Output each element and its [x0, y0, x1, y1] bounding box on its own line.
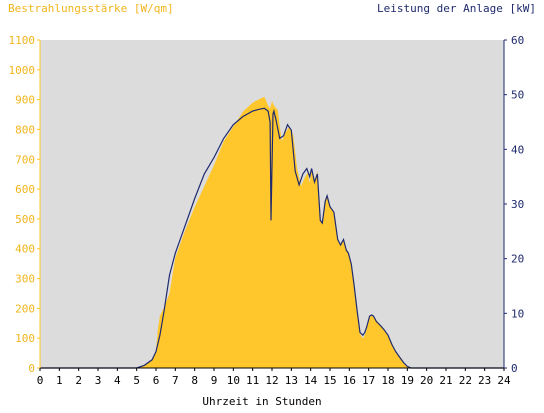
- left-axis-title: Bestrahlungsstärke [W/qm]: [8, 2, 174, 15]
- x-tick-label: 8: [191, 374, 198, 387]
- x-tick-label: 16: [343, 374, 356, 387]
- x-tick-label: 20: [420, 374, 433, 387]
- x-tick-label: 18: [381, 374, 394, 387]
- right-axis-title: Leistung der Anlage [kW]: [377, 2, 536, 15]
- irradiance-area-series: [40, 96, 504, 368]
- left-tick-label: 900: [15, 94, 35, 107]
- right-tick-label: 50: [511, 89, 524, 102]
- right-tick-label: 60: [511, 34, 524, 47]
- x-tick-label: 22: [459, 374, 472, 387]
- series-layer: [40, 96, 504, 369]
- x-tick-label: 9: [211, 374, 218, 387]
- x-tick-label: 10: [227, 374, 240, 387]
- left-tick-label: 300: [15, 273, 35, 286]
- x-tick-label: 3: [95, 374, 102, 387]
- x-tick-label: 14: [304, 374, 318, 387]
- x-tick-label: 13: [285, 374, 298, 387]
- right-tick-label: 40: [511, 143, 524, 156]
- x-tick-label: 4: [114, 374, 121, 387]
- x-tick-label: 24: [497, 374, 511, 387]
- x-tick-label: 6: [153, 374, 160, 387]
- left-tick-label: 100: [15, 332, 35, 345]
- right-tick-label: 30: [511, 198, 524, 211]
- left-tick-label: 800: [15, 123, 35, 136]
- power-line-series: [40, 107, 504, 369]
- x-tick-label: 11: [246, 374, 259, 387]
- left-tick-label: 600: [15, 183, 35, 196]
- x-tick-label: 15: [323, 374, 336, 387]
- x-tick-label: 2: [75, 374, 82, 387]
- x-axis-title: Uhrzeit in Stunden: [202, 395, 321, 408]
- x-tick-label: 17: [362, 374, 375, 387]
- x-tick-label: 19: [401, 374, 414, 387]
- x-tick-label: 12: [265, 374, 278, 387]
- right-tick-label: 0: [511, 362, 518, 375]
- left-tick-label: 400: [15, 243, 35, 256]
- x-tick-label: 5: [133, 374, 140, 387]
- x-tick-label: 1: [56, 374, 63, 387]
- left-tick-label: 500: [15, 213, 35, 226]
- x-tick-label: 0: [37, 374, 44, 387]
- axes-layer: 0100200300400500600700800900100011000102…: [9, 34, 525, 387]
- x-tick-label: 7: [172, 374, 179, 387]
- x-tick-label: 23: [478, 374, 491, 387]
- left-tick-label: 200: [15, 302, 35, 315]
- x-tick-label: 21: [439, 374, 452, 387]
- left-tick-label: 0: [28, 362, 35, 375]
- right-tick-label: 20: [511, 253, 524, 266]
- left-tick-label: 1100: [9, 34, 36, 47]
- left-tick-label: 1000: [9, 64, 36, 77]
- left-tick-label: 700: [15, 153, 35, 166]
- right-tick-label: 10: [511, 307, 524, 320]
